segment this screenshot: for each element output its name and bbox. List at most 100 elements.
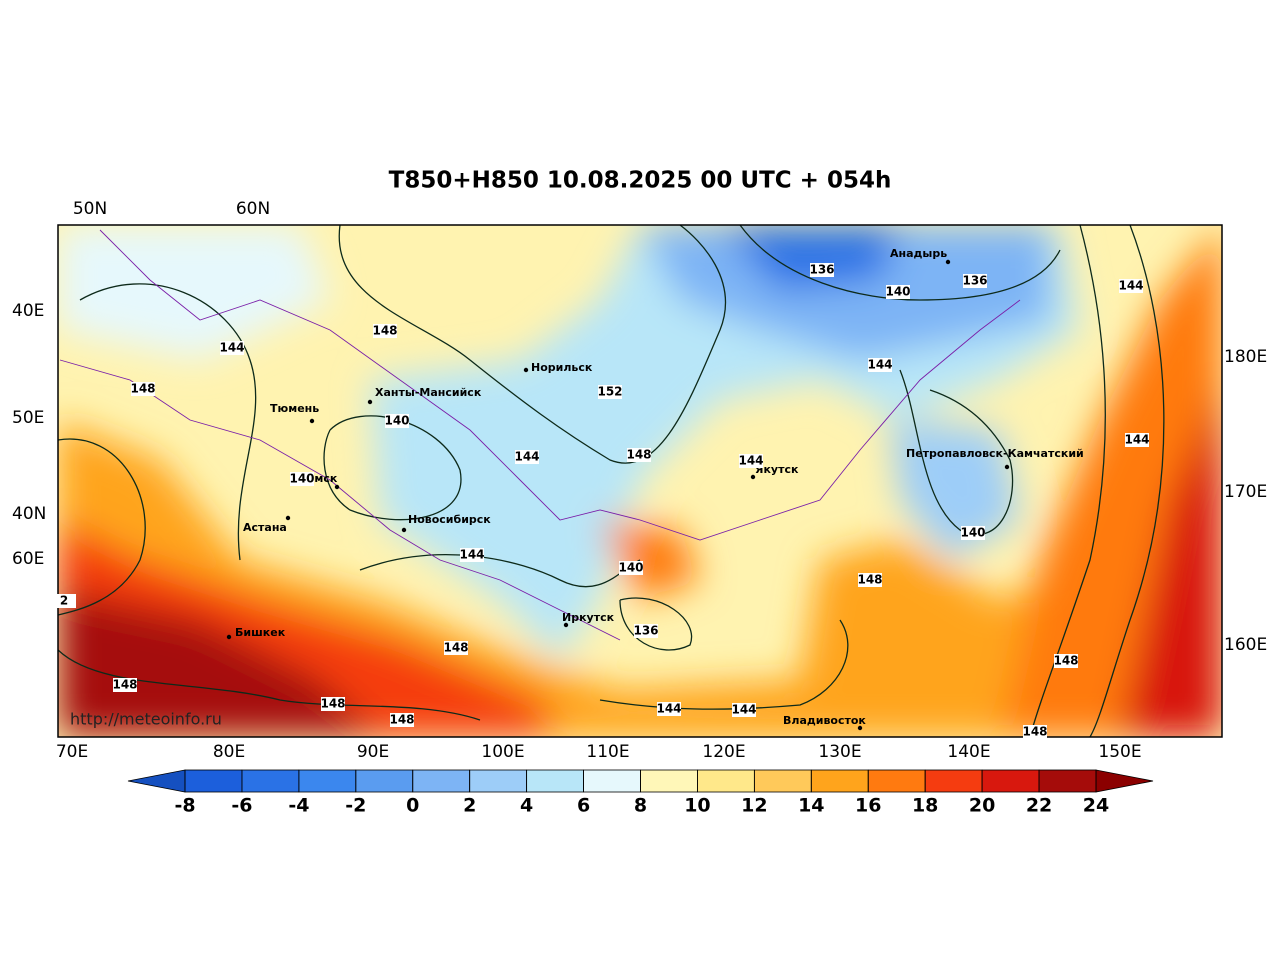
contour-label: 144 xyxy=(1124,433,1149,447)
city-label: Новосибирск xyxy=(408,513,491,526)
contour-label: 136 xyxy=(633,624,658,638)
colorbar-bin xyxy=(640,769,698,793)
contour-label: 144 xyxy=(738,454,763,468)
contour-label-bg xyxy=(290,472,314,486)
lon-label: 140E xyxy=(947,742,990,762)
colorbar-tick-label: 6 xyxy=(577,795,590,817)
contour-label-bg xyxy=(1023,725,1047,739)
side-label: 40N xyxy=(12,504,46,524)
colorbar-tick-label: 8 xyxy=(634,795,647,817)
colorbar-tick-label: 18 xyxy=(912,795,938,817)
lon-label: 90E xyxy=(357,742,389,762)
contour-label: 148 xyxy=(389,713,414,727)
contour-label-bg xyxy=(634,624,658,638)
side-label: 180E xyxy=(1224,347,1267,367)
colorbar-bin xyxy=(355,769,414,793)
contour-label: 148 xyxy=(1022,725,1047,739)
contour-label-bg xyxy=(220,341,244,355)
city-dot xyxy=(857,725,863,731)
city-label: Астана xyxy=(243,521,287,534)
colorbar-tick-label: 16 xyxy=(855,795,881,817)
city-dot xyxy=(367,399,373,405)
colorbar-bin xyxy=(981,769,1040,793)
colorbar-tick-label: 0 xyxy=(406,795,419,817)
contour-label-bg xyxy=(321,697,345,711)
colorbar-bin xyxy=(469,769,528,793)
colorbar-tick-label: -6 xyxy=(231,795,252,817)
contour-label: 148 xyxy=(1053,654,1078,668)
contour-label: 148 xyxy=(857,573,882,587)
contour-label: 148 xyxy=(130,382,155,396)
colorbar-tick-label: 10 xyxy=(684,795,710,817)
lon-label: 130E xyxy=(818,742,861,762)
city-dot xyxy=(309,418,315,424)
contour-label-bg xyxy=(460,548,484,562)
lon-label: 110E xyxy=(586,742,629,762)
city-dot xyxy=(1004,464,1010,470)
lon-label: 70E xyxy=(56,742,88,762)
colorbar-bin xyxy=(1038,769,1097,793)
city-label: Якутск xyxy=(755,463,799,476)
contour-label-bg xyxy=(1119,279,1143,293)
contour-label: 140 xyxy=(384,414,409,428)
lon-label: 100E xyxy=(481,742,524,762)
colorbar-tick-label: -2 xyxy=(345,795,366,817)
contour-label: 148 xyxy=(112,678,137,692)
colorbar-bin xyxy=(298,769,357,793)
contour-label-bg xyxy=(619,561,643,575)
colorbar-tick-label: 20 xyxy=(969,795,995,817)
colorbar-over xyxy=(1095,769,1154,793)
contour-label: 136 xyxy=(962,274,987,288)
contour-label-bg xyxy=(131,382,155,396)
city-label: Тюмень xyxy=(270,402,319,415)
contour-label-bg xyxy=(373,324,397,338)
contour-label: 140 xyxy=(289,472,314,486)
colorbar-bin xyxy=(924,769,983,793)
contour-label-bg xyxy=(858,573,882,587)
city-label: Анадырь xyxy=(890,247,947,260)
colorbar-bin xyxy=(184,769,243,793)
side-label: 160E xyxy=(1224,635,1267,655)
city-label: Иркутск xyxy=(562,611,615,624)
colorbar-tick-label: 4 xyxy=(520,795,533,817)
city-label: Владивосток xyxy=(783,714,866,727)
city-label: Ханты-Мансийск xyxy=(375,386,482,399)
contour-label-bg xyxy=(385,414,409,428)
contour-label: 144 xyxy=(459,548,484,562)
colorbar-tick-label: 22 xyxy=(1026,795,1052,817)
credit: http://meteoinfo.ru xyxy=(70,710,222,729)
colorbar-bin xyxy=(241,769,300,793)
contour-label: 140 xyxy=(960,526,985,540)
colorbar-under xyxy=(127,769,186,793)
lat-label: 50N xyxy=(73,199,107,219)
contour-label-bg xyxy=(739,454,763,468)
lat-label: 60N xyxy=(236,199,270,219)
city-dot xyxy=(226,634,232,640)
contour-label: 136 xyxy=(809,263,834,277)
side-label: 50E xyxy=(12,408,44,428)
contour-label-bg xyxy=(810,263,834,277)
side-label: 170E xyxy=(1224,482,1267,502)
city-dot xyxy=(563,622,569,628)
colorbar-tick-label: 24 xyxy=(1083,795,1109,817)
colorbar-bin xyxy=(810,769,869,793)
contour-label: 144 xyxy=(731,703,756,717)
map-frame xyxy=(57,224,1223,738)
city-dot xyxy=(401,527,407,533)
contour-label: 140 xyxy=(618,561,643,575)
city-label: Петропавловск-Камчатский xyxy=(906,447,1084,460)
contour-label: 144 xyxy=(867,358,892,372)
contour-label-bg xyxy=(627,448,651,462)
contour-label-bg xyxy=(657,702,681,716)
contour-label-bg xyxy=(732,703,756,717)
contour-label-bg xyxy=(886,285,910,299)
contour-label: 144 xyxy=(656,702,681,716)
title: T850+H850 10.08.2025 00 UTC + 054h xyxy=(389,168,892,194)
colorbar-tick-label: 14 xyxy=(798,795,824,817)
side-label: 40E xyxy=(12,301,44,321)
city-label: Бишкек xyxy=(235,626,286,639)
contour-label-bg xyxy=(515,450,539,464)
contour-label-bg xyxy=(444,641,468,655)
contour-label: 152 xyxy=(597,385,622,399)
contour-label-bg xyxy=(598,385,622,399)
